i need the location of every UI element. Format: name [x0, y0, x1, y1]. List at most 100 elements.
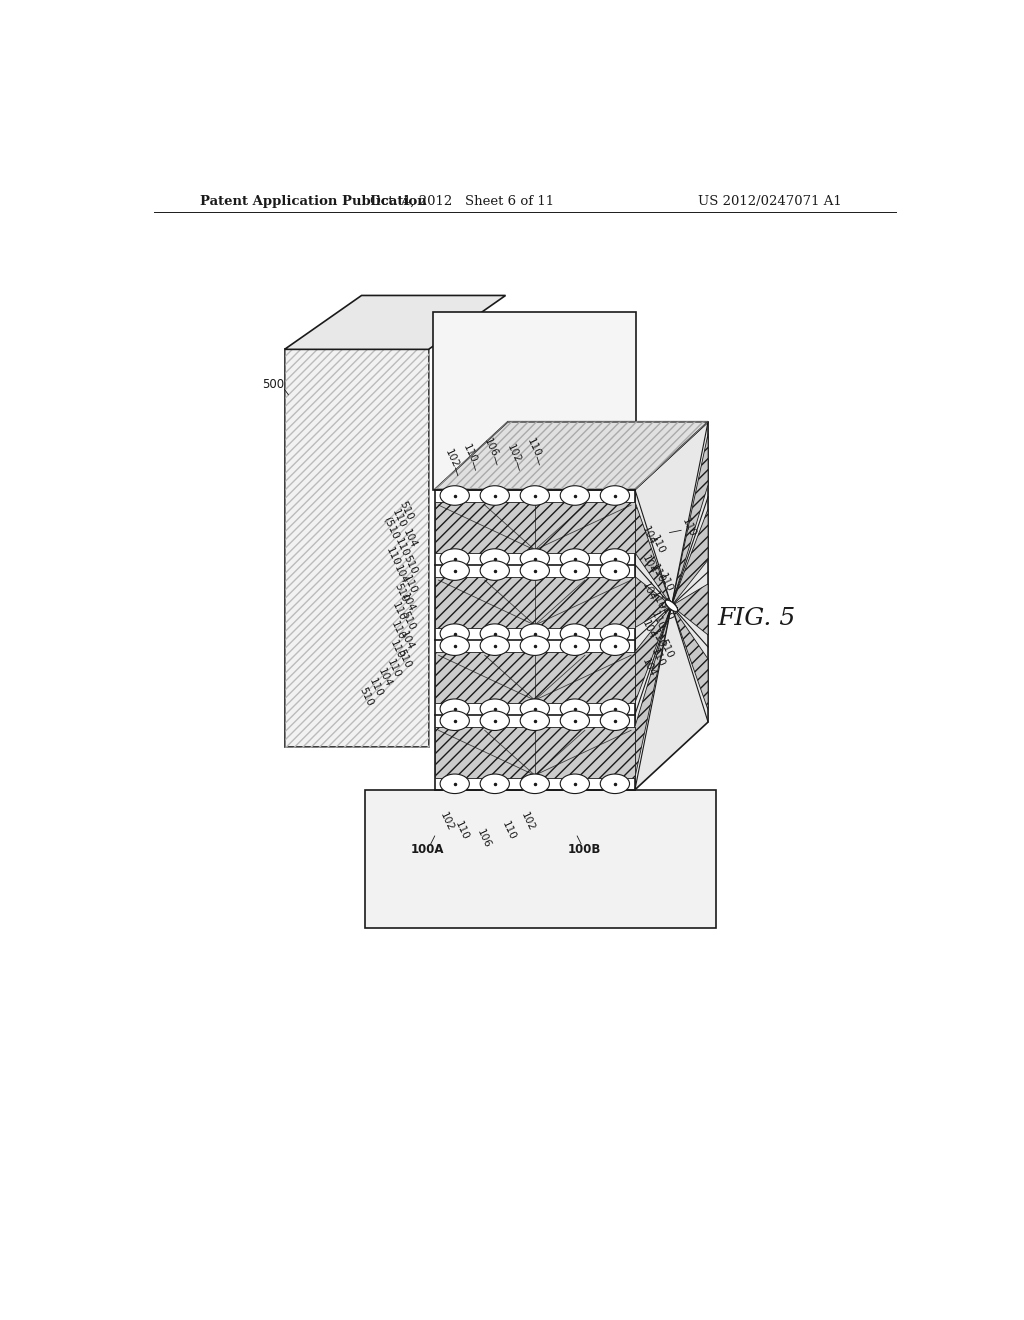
- Ellipse shape: [600, 486, 630, 506]
- Ellipse shape: [440, 636, 469, 656]
- Ellipse shape: [600, 549, 630, 569]
- Ellipse shape: [480, 636, 509, 656]
- Ellipse shape: [600, 700, 630, 718]
- Polygon shape: [285, 296, 506, 350]
- Text: 110: 110: [680, 517, 697, 539]
- Ellipse shape: [600, 624, 630, 643]
- Text: 110: 110: [648, 628, 666, 649]
- Polygon shape: [366, 789, 716, 928]
- Ellipse shape: [560, 711, 590, 730]
- Text: 110: 110: [657, 572, 675, 594]
- Text: FIG. 5: FIG. 5: [717, 607, 796, 631]
- Text: (510: (510: [381, 515, 400, 541]
- Polygon shape: [435, 490, 635, 789]
- Ellipse shape: [560, 774, 590, 793]
- Polygon shape: [635, 508, 708, 702]
- Ellipse shape: [440, 561, 469, 581]
- Text: 104: 104: [397, 630, 415, 652]
- Ellipse shape: [560, 636, 590, 656]
- Polygon shape: [435, 577, 635, 627]
- Text: US 2012/0247071 A1: US 2012/0247071 A1: [697, 195, 842, 209]
- Text: 102: 102: [443, 447, 461, 470]
- Polygon shape: [435, 727, 635, 777]
- Ellipse shape: [480, 711, 509, 730]
- Ellipse shape: [560, 486, 590, 506]
- Polygon shape: [635, 577, 708, 635]
- Text: 110: 110: [384, 545, 401, 568]
- Ellipse shape: [600, 711, 630, 730]
- Ellipse shape: [560, 700, 590, 718]
- Polygon shape: [635, 434, 708, 777]
- Text: 110: 110: [461, 442, 478, 465]
- Polygon shape: [435, 422, 708, 490]
- Ellipse shape: [440, 700, 469, 718]
- Polygon shape: [435, 652, 635, 702]
- Text: 510: 510: [657, 599, 675, 622]
- Ellipse shape: [520, 711, 550, 730]
- Text: 510: 510: [357, 685, 375, 708]
- Text: 110: 110: [648, 610, 666, 631]
- Text: 110: 110: [390, 601, 408, 623]
- Text: 510: 510: [395, 648, 413, 671]
- Text: 104: 104: [392, 564, 410, 585]
- Text: 510: 510: [397, 499, 415, 521]
- Ellipse shape: [520, 774, 550, 793]
- Ellipse shape: [440, 486, 469, 506]
- Text: 110: 110: [387, 639, 404, 661]
- Text: 102: 102: [437, 810, 455, 833]
- Text: Oct. 4, 2012   Sheet 6 of 11: Oct. 4, 2012 Sheet 6 of 11: [370, 195, 554, 209]
- Ellipse shape: [600, 774, 630, 793]
- Ellipse shape: [480, 624, 509, 643]
- Polygon shape: [635, 502, 708, 710]
- Text: 110: 110: [389, 620, 407, 643]
- Polygon shape: [433, 313, 637, 490]
- Ellipse shape: [666, 601, 678, 611]
- Ellipse shape: [440, 711, 469, 730]
- Polygon shape: [635, 422, 708, 789]
- Text: 100B: 100B: [568, 842, 601, 855]
- Text: 104: 104: [399, 591, 417, 614]
- Ellipse shape: [666, 601, 678, 611]
- Text: 110: 110: [648, 647, 666, 669]
- Text: 510: 510: [392, 582, 410, 603]
- Text: 500: 500: [262, 378, 284, 391]
- Text: 104: 104: [640, 524, 657, 546]
- Text: 106: 106: [482, 437, 500, 459]
- Ellipse shape: [440, 774, 469, 793]
- Ellipse shape: [666, 601, 678, 611]
- Text: 104: 104: [640, 656, 657, 678]
- Text: 110: 110: [648, 533, 666, 556]
- Ellipse shape: [480, 774, 509, 793]
- Ellipse shape: [440, 624, 469, 643]
- Ellipse shape: [666, 601, 678, 611]
- Text: 110: 110: [385, 657, 402, 680]
- Text: 104: 104: [640, 553, 657, 576]
- Text: 102: 102: [505, 442, 522, 465]
- Text: 110: 110: [648, 562, 666, 585]
- Text: 104: 104: [640, 619, 657, 640]
- Text: 110: 110: [367, 676, 384, 698]
- Text: 110: 110: [401, 573, 419, 595]
- Text: 110: 110: [500, 820, 517, 842]
- Text: 102: 102: [519, 810, 537, 833]
- Text: 510: 510: [399, 610, 417, 632]
- Polygon shape: [435, 502, 635, 553]
- Ellipse shape: [560, 561, 590, 581]
- Polygon shape: [285, 350, 429, 747]
- Text: 510: 510: [401, 554, 419, 576]
- Ellipse shape: [520, 549, 550, 569]
- Ellipse shape: [520, 561, 550, 581]
- Text: 110: 110: [390, 508, 408, 529]
- Ellipse shape: [666, 601, 678, 611]
- Text: 110: 110: [393, 537, 411, 560]
- Text: 104: 104: [640, 581, 657, 603]
- Text: Patent Application Publication: Patent Application Publication: [200, 195, 427, 209]
- Ellipse shape: [520, 486, 550, 506]
- Ellipse shape: [440, 549, 469, 569]
- Text: 510: 510: [657, 638, 675, 660]
- Text: 104: 104: [376, 667, 393, 689]
- Ellipse shape: [666, 601, 678, 611]
- Ellipse shape: [520, 636, 550, 656]
- Ellipse shape: [666, 601, 678, 611]
- Text: 110: 110: [648, 590, 666, 612]
